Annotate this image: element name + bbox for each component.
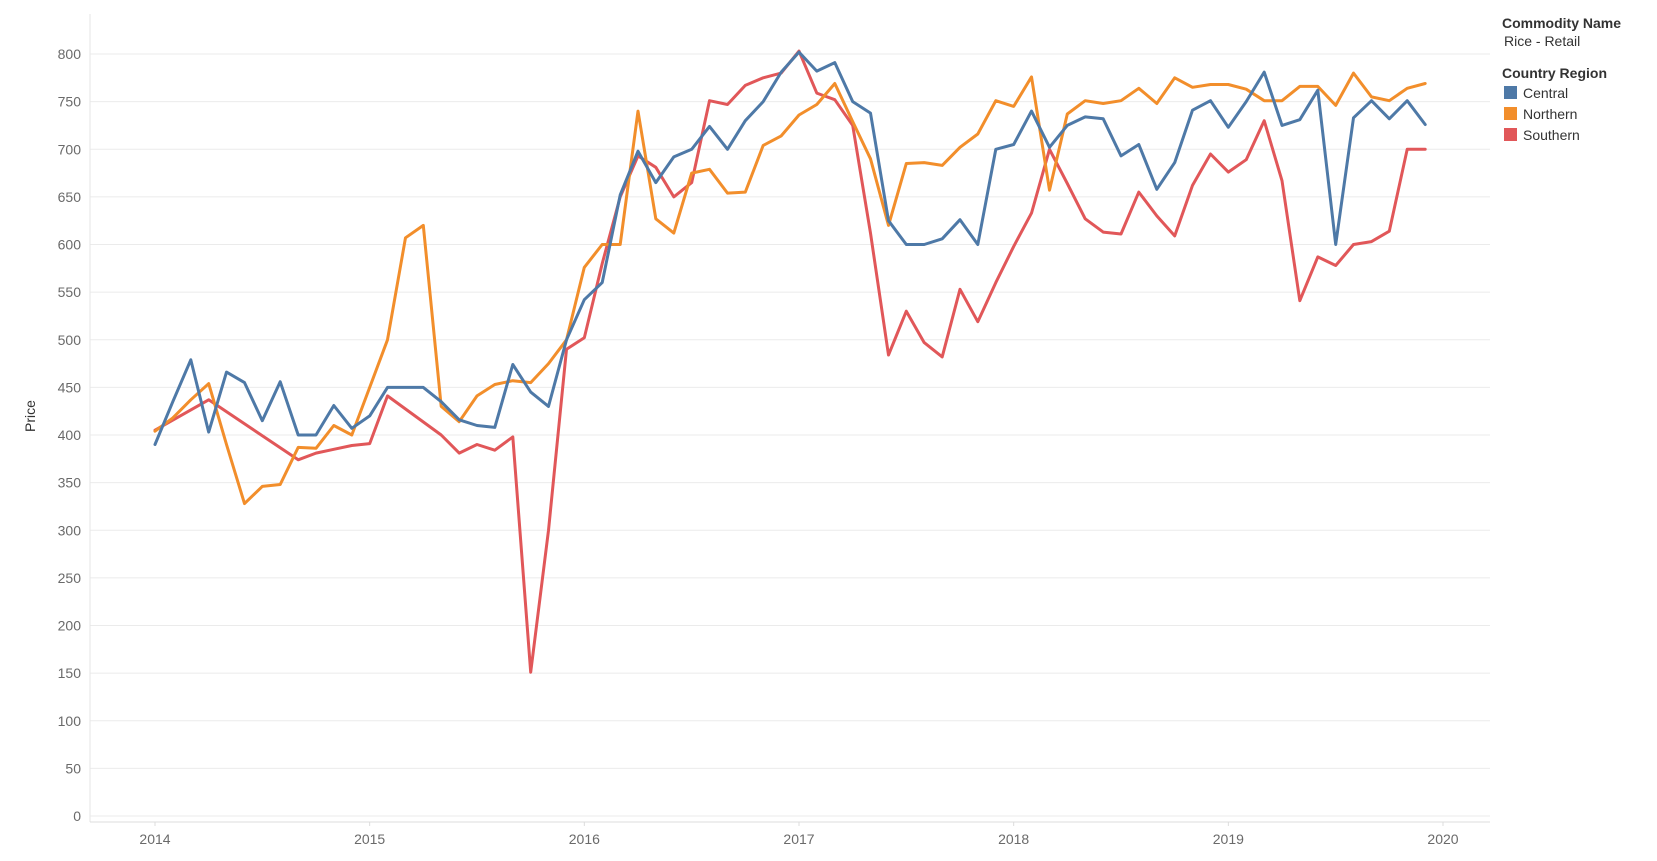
y-tick-label: 50 xyxy=(65,760,81,776)
filter-value[interactable]: Rice - Retail xyxy=(1504,33,1581,49)
y-tick-label: 200 xyxy=(58,618,82,634)
y-tick-label: 800 xyxy=(58,46,82,62)
legend-swatch xyxy=(1504,128,1517,141)
y-tick-label: 100 xyxy=(58,713,82,729)
y-tick-label: 150 xyxy=(58,665,82,681)
legend-swatch xyxy=(1504,86,1517,99)
legend-item-northern[interactable]: Northern xyxy=(1502,103,1652,124)
y-tick-label: 600 xyxy=(58,237,82,253)
y-tick-label: 0 xyxy=(73,808,81,824)
x-tick-label: 2020 xyxy=(1427,831,1458,847)
x-tick-label: 2017 xyxy=(783,831,814,847)
legend-swatch xyxy=(1504,107,1517,120)
legend-label: Central xyxy=(1523,84,1569,101)
filter-title: Commodity Name xyxy=(1502,15,1622,31)
y-tick-label: 700 xyxy=(58,141,82,157)
y-tick-label: 750 xyxy=(58,94,82,110)
legend-item-southern[interactable]: Southern xyxy=(1502,124,1652,145)
legend: Commodity Name Rice - Retail Country Reg… xyxy=(1502,14,1652,145)
y-tick-label: 350 xyxy=(58,475,82,491)
y-tick-label: 300 xyxy=(58,522,82,538)
x-tick-label: 2019 xyxy=(1213,831,1244,847)
legend-items: Central Northern Southern xyxy=(1502,82,1652,145)
x-tick-label: 2018 xyxy=(998,831,1029,847)
y-tick-label: 550 xyxy=(58,284,82,300)
axes: 0 50 100 150 200 250 300 350 400 450 500 550 600 650 7… xyxy=(58,14,1490,847)
legend-item-central[interactable]: Central xyxy=(1502,82,1652,103)
gridlines xyxy=(90,53,1490,817)
x-tick-label: 2015 xyxy=(354,831,385,847)
y-tick-label: 250 xyxy=(58,570,82,586)
color-legend-title: Country Region xyxy=(1502,65,1607,81)
y-tick-label: 450 xyxy=(58,379,82,395)
y-tick-label: 500 xyxy=(58,332,82,348)
legend-label: Northern xyxy=(1523,105,1578,122)
y-tick-label: 650 xyxy=(58,189,82,205)
series-line-southern[interactable] xyxy=(153,49,1427,674)
series-line-northern[interactable] xyxy=(153,71,1427,506)
legend-label: Southern xyxy=(1523,126,1580,143)
series-line-central[interactable] xyxy=(153,50,1427,446)
y-axis-title: Price xyxy=(22,400,38,432)
series-lines xyxy=(153,49,1427,674)
x-tick-label: 2016 xyxy=(569,831,600,847)
x-tick-label: 2014 xyxy=(139,831,170,847)
y-tick-label: 400 xyxy=(58,427,82,443)
